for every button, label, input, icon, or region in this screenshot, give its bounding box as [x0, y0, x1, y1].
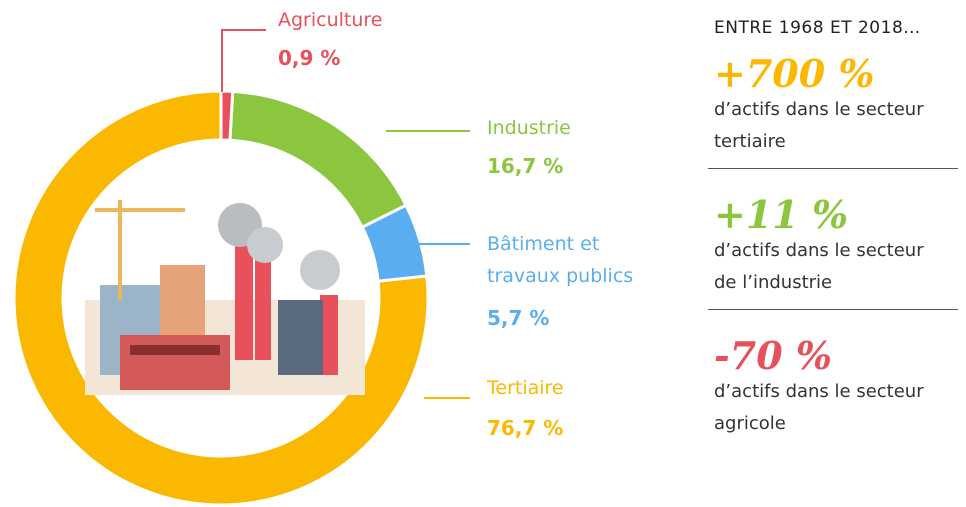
highlights-title: ENTRE 1968 ET 2018… [714, 18, 958, 38]
category-label: Industrie [487, 112, 647, 144]
value-label: 0,9 % [278, 46, 340, 70]
highlights: ENTRE 1968 ET 2018… +700 %d’actifs dans … [708, 18, 958, 476]
highlight-text: d’actifs dans le secteur tertiaire [714, 94, 944, 158]
value-label: 16,7 % [487, 154, 563, 178]
highlight-value: -70 % [714, 336, 958, 376]
value-label: 76,7 % [487, 416, 563, 440]
highlight-value: +700 % [714, 54, 958, 94]
page: Agriculture 0,9 % Industrie 16,7 % Bâtim… [0, 0, 966, 507]
category-label: Bâtiment et travaux publics [487, 228, 647, 292]
donut-slice [230, 91, 406, 227]
highlight-item: -70 %d’actifs dans le secteur agricole [708, 336, 958, 450]
category-label: Agriculture [278, 4, 438, 36]
highlight-value: +11 % [714, 195, 958, 235]
highlight-item: +11 %d’actifs dans le secteur de l’indus… [708, 195, 958, 310]
highlight-text: d’actifs dans le secteur de l’industrie [714, 235, 944, 299]
illustration [85, 200, 365, 395]
value-label: 5,7 % [487, 306, 549, 330]
highlight-item: +700 %d’actifs dans le secteur tertiaire [708, 54, 958, 169]
category-label: Tertiaire [487, 372, 647, 404]
donut-slice [221, 91, 233, 140]
highlight-text: d’actifs dans le secteur agricole [714, 376, 944, 440]
